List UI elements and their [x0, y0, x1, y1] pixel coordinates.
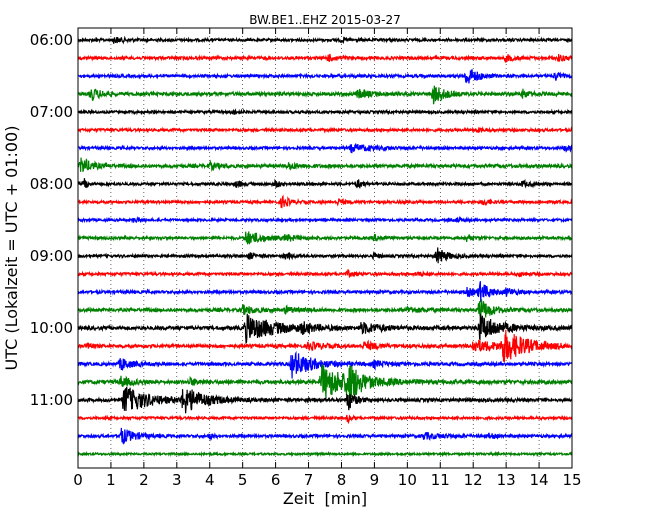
trace-0630: [77, 69, 573, 84]
trace-0930: [77, 281, 573, 303]
trace-0815: [77, 194, 573, 209]
trace-0730: [77, 143, 573, 154]
trace-1130: [77, 427, 573, 446]
x-tick-label: 3: [172, 471, 182, 489]
grid-lines: [110, 28, 540, 468]
x-tick-label: 14: [530, 471, 549, 489]
x-tick-label: 8: [337, 471, 347, 489]
plot-frame: [77, 27, 573, 469]
trace-0830: [77, 215, 573, 224]
y-tick-label: 08:00: [30, 175, 73, 193]
x-tick-label: 6: [271, 471, 281, 489]
trace-0745: [77, 157, 573, 173]
trace-0700: [77, 108, 573, 116]
trace-0600: [77, 35, 573, 45]
x-tick-label: 5: [238, 471, 248, 489]
trace-0915: [77, 269, 573, 278]
x-tick-label: 11: [431, 471, 450, 489]
trace-1100: [77, 386, 573, 414]
x-tick-label: 0: [73, 471, 83, 489]
x-tick-label: 15: [562, 471, 581, 489]
trace-0800: [77, 178, 573, 189]
y-tick-label: 09:00: [30, 247, 73, 265]
trace-1145: [77, 450, 573, 458]
x-tick-label: 10: [398, 471, 417, 489]
x-axis: 0 1 2 3 4 5 6 7 8 9 10 11 12 13 14 15: [73, 28, 582, 489]
trace-0845: [77, 231, 573, 245]
trace-0900: [77, 247, 573, 264]
trace-0645: [77, 85, 573, 105]
x-tick-label: 13: [497, 471, 516, 489]
y-axis-label: UTC (Lokalzeit = UTC + 01:00): [2, 126, 21, 371]
trace-1115: [77, 414, 573, 425]
trace-series: [77, 35, 573, 458]
trace-1030: [77, 350, 573, 379]
y-tick-label: 11:00: [30, 391, 73, 409]
y-tick-label: 10:00: [30, 319, 73, 337]
trace-1000: [77, 313, 573, 345]
trace-0715: [77, 125, 573, 134]
y-tick-label: 07:00: [30, 103, 73, 121]
x-tick-label: 1: [106, 471, 116, 489]
x-tick-label: 4: [205, 471, 215, 489]
chart-title: BW.BE1..EHZ 2015-03-27: [249, 13, 401, 27]
x-axis-label: Zeit [min]: [283, 489, 367, 508]
x-tick-label: 9: [370, 471, 380, 489]
y-tick-label: 06:00: [30, 31, 73, 49]
x-tick-label: 7: [304, 471, 314, 489]
x-tick-label: 12: [464, 471, 483, 489]
trace-0615: [77, 53, 573, 64]
x-tick-label: 2: [139, 471, 149, 489]
y-axis: 06:00 07:00 08:00 09:00 10:00 11:00: [30, 31, 572, 409]
trace-1045: [77, 364, 573, 404]
trace-1015: [77, 329, 573, 362]
trace-0945: [77, 299, 573, 322]
